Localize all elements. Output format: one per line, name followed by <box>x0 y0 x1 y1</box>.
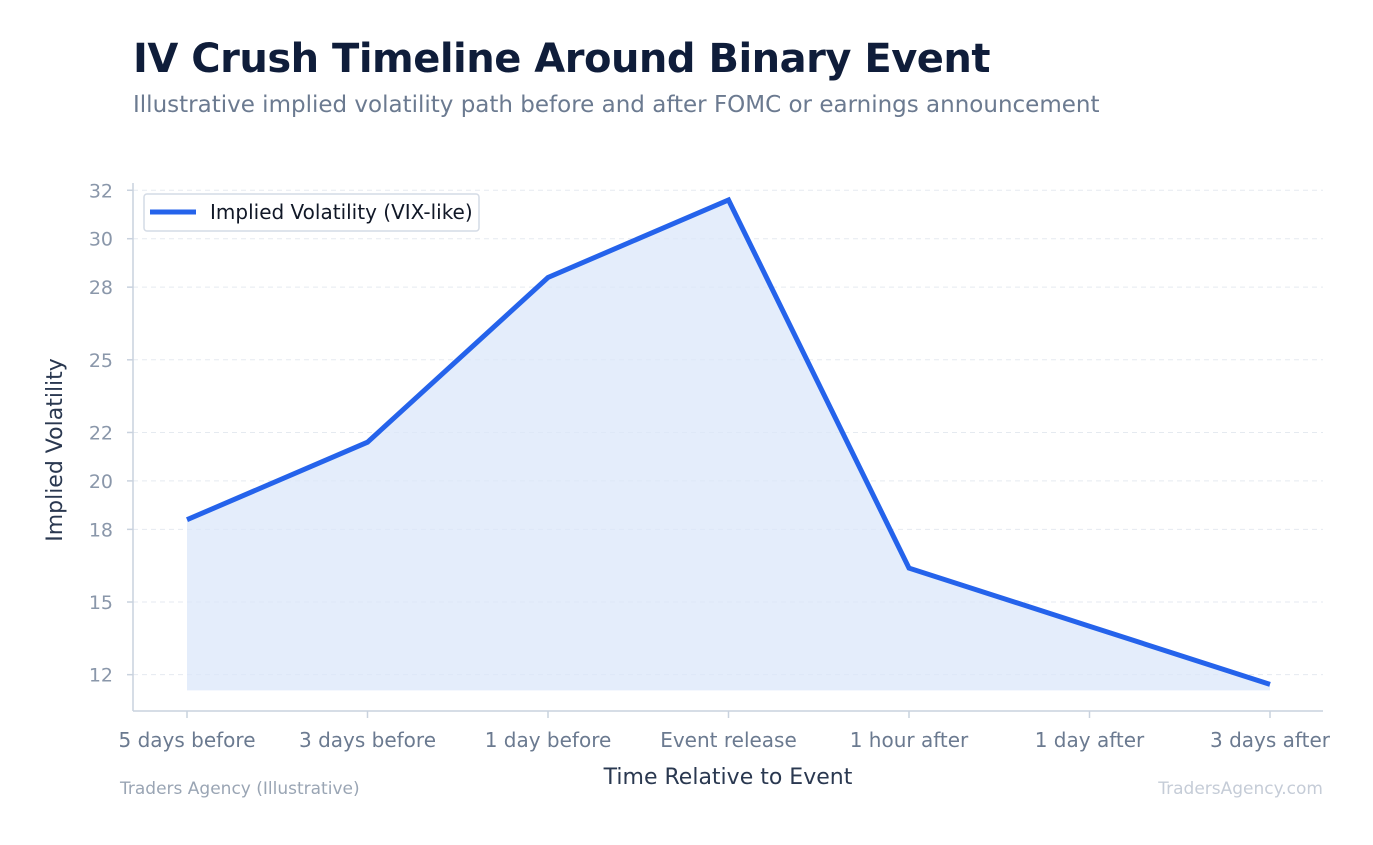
y-tick-label: 28 <box>89 277 113 299</box>
legend-box <box>143 193 480 232</box>
y-tick-labels: 12 15 18 20 22 25 28 30 32 <box>89 180 113 686</box>
x-tick-label: 1 hour after <box>850 728 969 752</box>
source-note: Traders Agency (Illustrative) <box>120 779 360 799</box>
y-tick-label: 15 <box>89 592 113 614</box>
legend-label: Implied Volatility (VIX-like) <box>210 200 473 224</box>
x-tick-label: Event release <box>660 728 797 752</box>
area-fill <box>187 200 1270 691</box>
x-tick-label: 1 day before <box>485 728 612 752</box>
x-tick-label: 3 days before <box>299 728 436 752</box>
x-tick-labels: 5 days before 3 days before 1 day before Ev… <box>118 728 1330 752</box>
y-tick-label: 12 <box>89 665 113 687</box>
y-tick-label: 30 <box>89 229 113 251</box>
chart-subtitle: Illustrative implied volatility path bef… <box>133 92 1100 118</box>
y-tick-label: 20 <box>89 471 113 493</box>
legend: Implied Volatility (VIX-like) <box>143 193 480 232</box>
y-tick-label: 18 <box>89 519 113 541</box>
y-tick-label: 25 <box>89 350 113 372</box>
x-axis-title: Time Relative to Event <box>603 765 853 790</box>
series-line <box>186 196 1271 687</box>
y-axis-title: Implied Volatility <box>43 358 68 542</box>
x-tick-label: 3 days after <box>1210 728 1331 752</box>
y-tick-label: 32 <box>89 180 113 202</box>
y-tick-label: 22 <box>89 422 113 444</box>
x-tick-label: 1 day after <box>1035 728 1145 752</box>
axes <box>127 183 1323 718</box>
watermark: TradersAgency.com <box>1158 779 1323 799</box>
x-tick-label: 5 days before <box>118 728 255 752</box>
chart-title: IV Crush Timeline Around Binary Event <box>133 36 991 82</box>
